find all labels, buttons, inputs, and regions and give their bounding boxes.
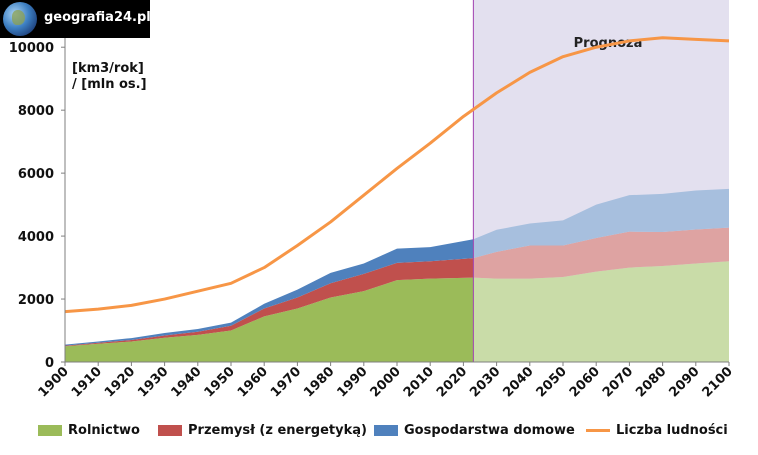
x-tick-label: 2060 bbox=[567, 364, 603, 400]
area-rolnictwo-forecast bbox=[473, 261, 729, 362]
globe-icon bbox=[3, 2, 37, 36]
x-tick-label: 2040 bbox=[500, 364, 536, 400]
y-tick-label: 8000 bbox=[18, 104, 54, 119]
y-tick-label: 4000 bbox=[18, 230, 54, 245]
x-tick-label: 1950 bbox=[202, 364, 238, 400]
legend-label-przemysl: Przemysł (z energetyką) bbox=[188, 422, 367, 438]
y-tick-label: 2000 bbox=[18, 293, 54, 308]
y-tick-label: 6000 bbox=[18, 167, 54, 182]
logo-text: geografia24.pl bbox=[44, 10, 151, 25]
area-gospodarstwa-history bbox=[65, 239, 474, 346]
population-line bbox=[64, 36, 730, 314]
legend-item-gospodarstwa: Gospodarstwa domowe bbox=[374, 422, 575, 438]
x-tick-label: 2000 bbox=[368, 364, 404, 400]
legend-item-przemysl: Przemysł (z energetyką) bbox=[158, 422, 367, 438]
x-tick-label: 2050 bbox=[534, 364, 570, 400]
legend-swatch-przemysl bbox=[158, 424, 182, 436]
legend-item-rolnictwo: Rolnictwo bbox=[38, 422, 140, 438]
x-tick-label: 1910 bbox=[69, 364, 105, 400]
y-tick-label: 10000 bbox=[9, 41, 54, 56]
x-tick-label: 2070 bbox=[600, 364, 636, 400]
x-tick-label: 1960 bbox=[235, 364, 271, 400]
y-axis-label: / [mln os.] bbox=[72, 77, 147, 92]
legend-label-rolnictwo: Rolnictwo bbox=[68, 422, 140, 438]
legend-item-ludnosc: Liczba ludności bbox=[586, 422, 728, 438]
site-logo[interactable]: geografia24.pl bbox=[0, 0, 151, 38]
x-tick-label: 2100 bbox=[700, 364, 736, 400]
area-rolnictwo-history bbox=[65, 277, 474, 362]
area-przemysl-history bbox=[65, 258, 474, 347]
x-tick-label: 1930 bbox=[135, 364, 171, 400]
x-tick-label: 2030 bbox=[467, 364, 503, 400]
legend-label-ludnosc: Liczba ludności bbox=[616, 422, 728, 438]
x-tick-label: 2020 bbox=[434, 364, 470, 400]
x-tick-label: 2090 bbox=[666, 364, 702, 400]
y-tick-label: 0 bbox=[45, 356, 54, 371]
legend-swatch-gospodarstwa bbox=[374, 424, 398, 436]
area-przemysl-forecast bbox=[473, 227, 729, 279]
legend: Rolnictwo Przemysł (z energetyką) Gospod… bbox=[0, 420, 758, 440]
x-tick-label: 1990 bbox=[334, 364, 370, 400]
legend-swatch-rolnictwo bbox=[38, 424, 62, 436]
x-tick-label: 1980 bbox=[301, 364, 337, 400]
x-tick-label: 1970 bbox=[268, 364, 304, 400]
y-axis-label: [km3/rok] bbox=[72, 61, 144, 76]
legend-label-gospodarstwa: Gospodarstwa domowe bbox=[404, 422, 575, 438]
x-tick-label: 2080 bbox=[633, 364, 669, 400]
x-tick-label: 1920 bbox=[102, 364, 138, 400]
x-tick-label: 2010 bbox=[401, 364, 437, 400]
legend-line-ludnosc bbox=[586, 428, 610, 432]
x-tick-label: 1940 bbox=[168, 364, 204, 400]
area-gospodarstwa-forecast bbox=[473, 188, 729, 259]
